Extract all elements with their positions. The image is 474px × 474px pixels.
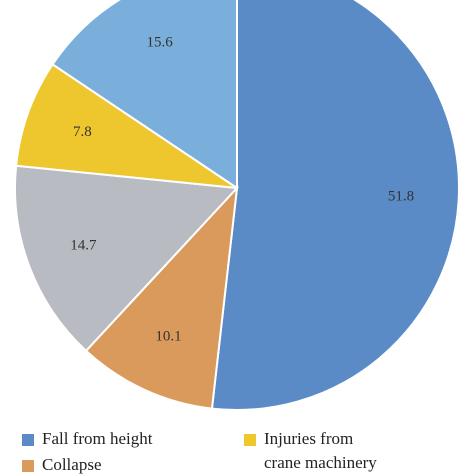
pie-slice: [15, 62, 238, 189]
pie-slice: [51, 0, 238, 190]
pie-slice: [210, 0, 460, 411]
slice-label: 7.8: [73, 124, 92, 140]
legend-label: Fall from height: [42, 429, 153, 448]
legend-label: Collapse: [42, 455, 102, 474]
slice-label: 10.1: [155, 329, 181, 345]
legend-label: Injuries from crane machinery: [264, 429, 377, 472]
slice-label: 51.8: [388, 189, 414, 205]
pie-slice: [14, 164, 240, 353]
slice-label: 15.6: [147, 34, 174, 50]
slice-label: 14.7: [70, 238, 97, 254]
pie-slice: [84, 185, 239, 410]
legend-swatch: [22, 460, 34, 472]
legend-swatch: [244, 434, 256, 446]
legend-swatch: [22, 434, 34, 446]
